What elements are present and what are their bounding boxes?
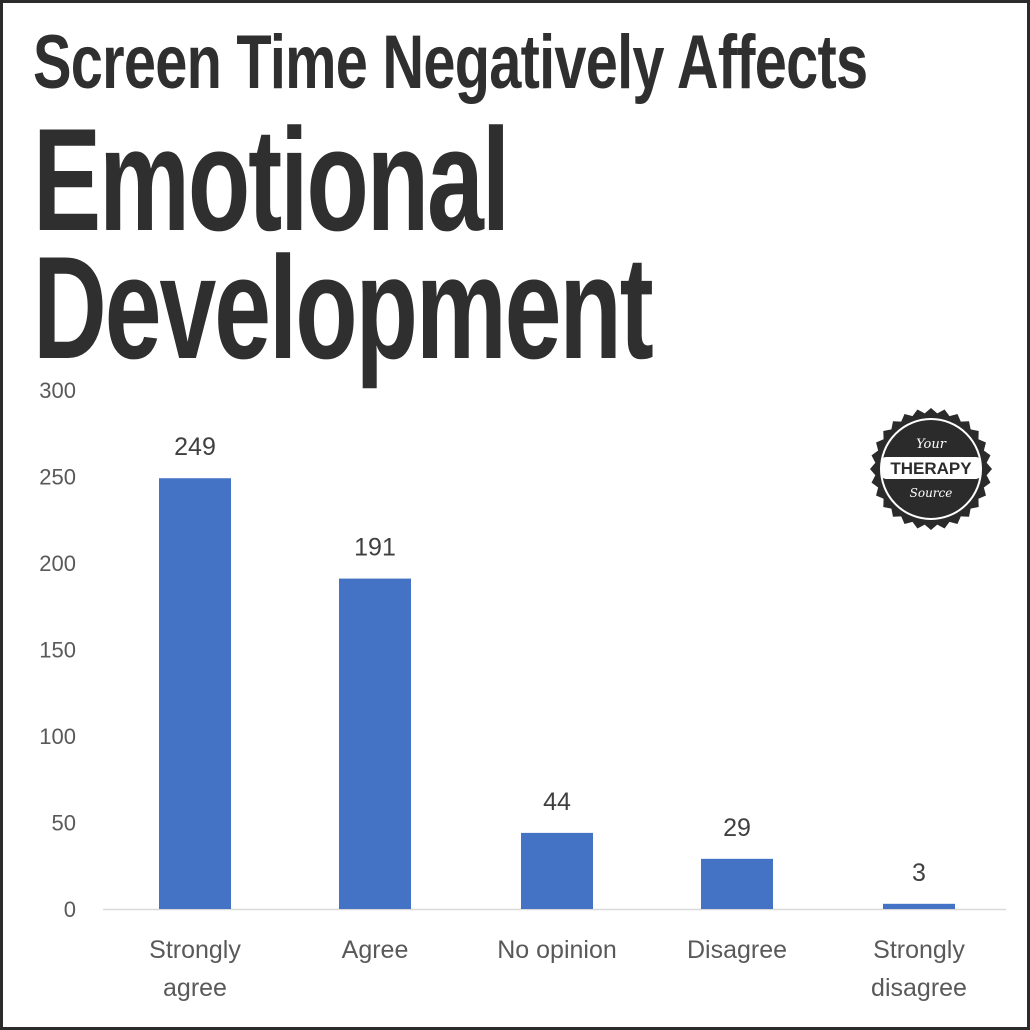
title-line-3: Development (33, 226, 654, 389)
data-label: 191 (354, 534, 396, 562)
bar-chart: 0 50 100 150 200 250 300 249 Strongly agree 191 Agr… (39, 378, 1006, 1002)
x-tick-label: Agree (342, 936, 409, 964)
x-tick-label: Disagree (687, 936, 787, 964)
title-line-2: Emotional (33, 98, 510, 261)
bar (339, 578, 411, 909)
x-tick-label: No opinion (497, 936, 617, 964)
title-line-1: Screen Time Negatively Affects (33, 20, 868, 105)
logo-banner (881, 457, 981, 479)
x-tick-label: Strongly (149, 936, 241, 964)
y-tick-label: 300 (39, 378, 76, 403)
data-label: 29 (723, 814, 751, 842)
your-therapy-source-logo: Your THERAPY Source (870, 408, 992, 530)
y-tick-label: 250 (39, 465, 76, 490)
logo-text-middle: THERAPY (890, 459, 972, 478)
data-label: 3 (912, 859, 926, 887)
x-tick-label: agree (163, 974, 227, 1002)
bar (159, 478, 231, 909)
logo-text-top: Your (916, 437, 947, 452)
data-label: 44 (543, 788, 571, 816)
y-tick-label: 50 (52, 811, 76, 836)
x-tick-label: Strongly (873, 936, 965, 964)
bar (883, 903, 955, 909)
y-tick-label: 0 (64, 897, 76, 922)
y-tick-label: 100 (39, 724, 76, 749)
logo-text-bottom: Source (910, 486, 953, 500)
y-tick-label: 200 (39, 551, 76, 576)
data-label: 249 (174, 433, 216, 461)
bar (701, 858, 773, 909)
x-tick-label: disagree (871, 974, 967, 1002)
bar (521, 832, 593, 909)
y-tick-label: 150 (39, 638, 76, 663)
